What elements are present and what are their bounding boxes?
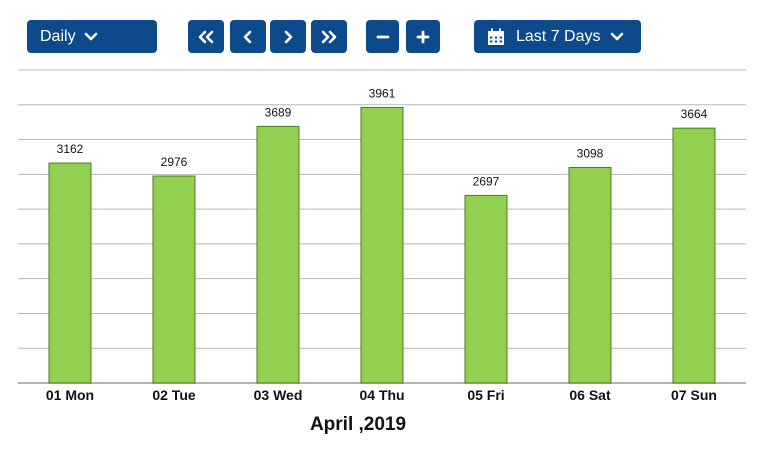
data-label-3: 3689 xyxy=(265,105,292,119)
data-label-6: 3098 xyxy=(577,147,604,161)
period-dropdown[interactable]: Daily xyxy=(27,20,157,53)
chevron-left-icon xyxy=(243,30,252,43)
x-tick-label-1: 01 Mon xyxy=(46,387,94,403)
x-tick-label-5: 05 Fri xyxy=(467,387,504,403)
next-button[interactable] xyxy=(270,20,306,53)
zoom-in-button[interactable] xyxy=(406,20,440,53)
calendar-icon xyxy=(488,28,504,45)
chart-bars xyxy=(48,106,716,384)
x-tick-label-3: 03 Wed xyxy=(254,387,303,403)
chevron-down-icon xyxy=(84,32,97,40)
x-tick-label-7: 07 Sun xyxy=(671,387,717,403)
minus-icon xyxy=(376,35,389,38)
bar-4[interactable] xyxy=(360,106,404,384)
bar-2[interactable] xyxy=(152,175,196,384)
x-tick-label-6: 06 Sat xyxy=(569,387,611,403)
bar-5[interactable] xyxy=(464,194,508,384)
plus-icon xyxy=(416,30,430,43)
chart-data-labels: 3162 2976 3689 3961 2697 3098 3664 xyxy=(57,86,708,188)
bar-7[interactable] xyxy=(672,127,716,384)
bar-chart: 3162 2976 3689 3961 2697 3098 3664 01 Mon 02 Tu… xyxy=(18,69,746,435)
previous-button[interactable] xyxy=(230,20,266,53)
bar-6[interactable] xyxy=(568,167,612,384)
zoom-out-button[interactable] xyxy=(366,20,399,53)
x-tick-label-2: 02 Tue xyxy=(152,387,196,403)
data-label-1: 3162 xyxy=(57,142,84,156)
bar-1[interactable] xyxy=(48,162,92,384)
double-chevron-right-icon xyxy=(321,30,337,43)
toolbar: Daily xyxy=(0,20,768,54)
date-range-dropdown[interactable]: Last 7 Days xyxy=(474,20,641,53)
data-label-7: 3664 xyxy=(681,107,708,121)
date-range-label: Last 7 Days xyxy=(516,27,601,45)
data-label-5: 2697 xyxy=(473,174,500,188)
data-label-2: 2976 xyxy=(161,155,188,169)
double-chevron-left-icon xyxy=(198,30,214,43)
data-label-4: 3961 xyxy=(369,86,396,100)
first-page-button[interactable] xyxy=(188,20,224,53)
x-tick-label-4: 04 Thu xyxy=(359,387,404,403)
x-axis-title: April ,2019 xyxy=(310,414,406,435)
chart-x-axis-labels: 01 Mon 02 Tue 03 Wed 04 Thu 05 Fri 06 Sat 07 S… xyxy=(46,387,717,403)
last-page-button[interactable] xyxy=(311,20,347,53)
period-dropdown-label: Daily xyxy=(40,27,76,45)
chevron-down-icon xyxy=(611,32,624,40)
chevron-right-icon xyxy=(284,30,293,43)
bar-3[interactable] xyxy=(256,125,300,384)
